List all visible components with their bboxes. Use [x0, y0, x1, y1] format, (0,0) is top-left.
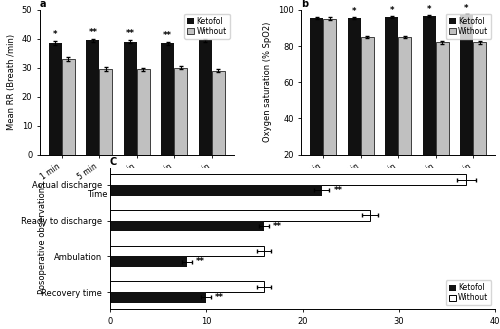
Text: **: ** — [200, 28, 209, 37]
Bar — [422, 16, 436, 191]
Text: *: * — [352, 7, 356, 16]
Legend: Ketofol, Without: Ketofol, Without — [446, 14, 491, 39]
Bar — [110, 256, 187, 267]
Text: b: b — [302, 0, 308, 9]
Bar — [62, 59, 75, 155]
Bar — [360, 37, 374, 191]
Legend: Ketofol, Without: Ketofol, Without — [184, 14, 230, 39]
Text: **: ** — [215, 293, 224, 302]
Bar — [348, 18, 360, 191]
Bar — [398, 37, 411, 191]
Text: **: ** — [196, 257, 204, 266]
Bar — [110, 221, 264, 231]
Bar — [124, 42, 137, 155]
Bar — [310, 18, 324, 191]
Bar — [212, 71, 225, 155]
Text: Posoperative observations: Posoperative observations — [38, 183, 47, 294]
Text: **: ** — [334, 186, 342, 195]
Text: *: * — [390, 6, 394, 15]
Bar — [49, 43, 62, 155]
Text: **: ** — [88, 28, 98, 37]
Bar — [460, 15, 473, 191]
Bar — [385, 17, 398, 191]
Legend: Ketofol, Without: Ketofol, Without — [446, 280, 491, 305]
Text: **: ** — [272, 221, 281, 231]
Bar — [198, 40, 211, 155]
Bar — [110, 210, 370, 221]
Y-axis label: Oxygen saturation (% SpO2): Oxygen saturation (% SpO2) — [264, 22, 272, 142]
X-axis label: Time of Assessment (h): Time of Assessment (h) — [88, 190, 186, 199]
Bar — [436, 42, 448, 191]
Bar — [110, 246, 264, 256]
Bar — [324, 19, 336, 191]
Text: *: * — [53, 30, 58, 39]
Bar — [110, 292, 206, 303]
Text: **: ** — [163, 31, 172, 40]
Bar — [110, 185, 322, 196]
Y-axis label: Mean RR (Breath /min): Mean RR (Breath /min) — [7, 34, 16, 130]
Text: C: C — [110, 157, 117, 167]
Bar — [110, 174, 466, 185]
Text: *: * — [427, 5, 432, 14]
Text: **: ** — [126, 29, 135, 38]
Text: *: * — [464, 5, 469, 13]
Bar — [110, 281, 264, 292]
Bar — [174, 68, 188, 155]
Bar — [473, 42, 486, 191]
X-axis label: Time of Assessment (h): Time of Assessment (h) — [349, 190, 448, 199]
Bar — [86, 40, 100, 155]
Bar — [137, 69, 150, 155]
Text: a: a — [40, 0, 46, 9]
Bar — [161, 43, 174, 155]
Bar — [100, 69, 112, 155]
